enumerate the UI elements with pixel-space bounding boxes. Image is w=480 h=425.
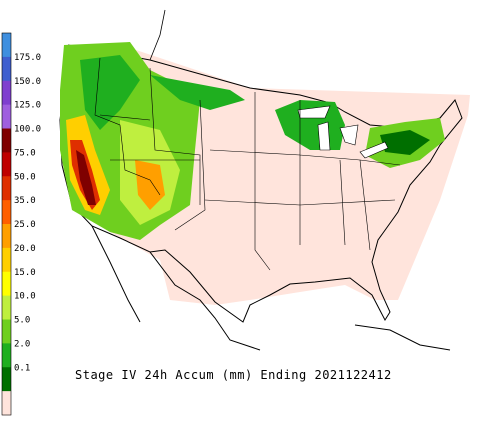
legend-label: 15.0 (14, 268, 36, 278)
precip-area (76, 150, 96, 205)
legend-swatch (2, 343, 11, 368)
legend-swatch (2, 80, 11, 106)
legend-label: 175.0 (14, 53, 41, 63)
precip-area (135, 160, 165, 210)
legend-swatch (2, 224, 11, 249)
mexico-coast (149, 251, 261, 351)
precip-area (80, 55, 140, 130)
baja-coast (91, 225, 141, 323)
legend-label: 75.0 (14, 148, 36, 158)
legend-swatch (2, 152, 11, 177)
legend-label: 5.0 (14, 316, 30, 326)
legend-swatch (2, 56, 11, 82)
legend-swatch (2, 271, 11, 297)
legend: 175.0 150.0 125.0 100.0 75.0 50.0 35.0 25.0 20.0… (1, 32, 41, 416)
legend-label: 125.0 (14, 101, 41, 111)
legend-label: 10.0 (14, 292, 36, 302)
legend-swatch (2, 367, 11, 392)
legend-label: 35.0 (14, 196, 36, 206)
legend-label: 100.0 (14, 125, 41, 135)
lake (317, 121, 331, 151)
legend-label: 25.0 (14, 220, 36, 230)
legend-swatch (2, 128, 11, 153)
canada-lines (149, 9, 166, 61)
legend-swatch (2, 200, 11, 225)
legend-swatch (2, 104, 11, 129)
legend-label: 0.1 (14, 363, 30, 373)
state-lines (94, 57, 401, 271)
precip-area (150, 75, 245, 110)
legend-label: 150.0 (14, 77, 41, 87)
legend-swatch (2, 33, 11, 58)
legend-swatch (2, 295, 11, 320)
lake (359, 141, 389, 159)
map-title: Stage IV 24h Accum (mm) Ending 202112241… (75, 368, 392, 382)
legend-swatch (2, 247, 11, 273)
legend-label: 50.0 (14, 172, 36, 182)
cuba (354, 324, 451, 351)
legend-label: 20.0 (14, 244, 36, 254)
legend-swatch (2, 176, 11, 201)
precip-area (380, 130, 430, 155)
lake (297, 105, 331, 119)
legend-swatch (2, 391, 11, 416)
us-outline (59, 44, 463, 323)
legend-frame (1, 32, 12, 416)
legend-label: 2.0 (14, 339, 30, 349)
legend-swatch (2, 319, 11, 344)
lake (339, 124, 359, 146)
